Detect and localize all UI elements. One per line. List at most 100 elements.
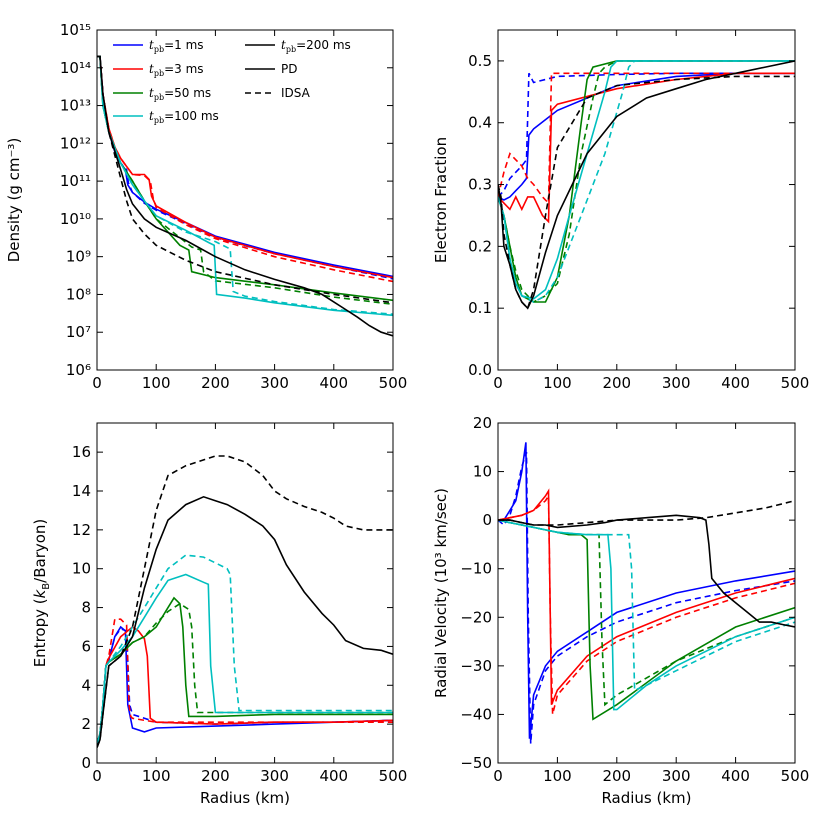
- series-line-t-pb-200-ms-idsa: [498, 75, 795, 310]
- x-tick-label: 300: [260, 767, 289, 785]
- series-line-t-pb-100-ms-idsa: [498, 60, 795, 303]
- y-tick-label: 10⁷: [66, 323, 91, 341]
- y-tick-label: −10: [460, 560, 492, 578]
- density-panel: 0 100 200 300 400 500 10⁶ 10⁷ 10⁸ 10⁹ 10¹⁰ 10¹¹ 10¹²…: [5, 21, 407, 392]
- series-line-t-pb-50-ms-pd: [498, 519, 795, 721]
- y-tick-label: 10: [473, 463, 492, 481]
- y-tick-label: 10¹⁴: [60, 59, 91, 77]
- plot-frame: [96, 29, 394, 371]
- x-tick-label: 500: [379, 767, 408, 785]
- series-line-t-pb-100-ms-idsa: [97, 55, 393, 315]
- y-tick-label: 0.3: [468, 176, 492, 194]
- series-line-t-pb-200-ms-idsa: [97, 455, 393, 748]
- y-axis-label: Electron Fraction: [432, 137, 450, 263]
- x-tick-label: 500: [781, 374, 810, 392]
- x-tick-label: 300: [260, 374, 289, 392]
- y-tick-label: 0.4: [468, 114, 492, 132]
- x-tick-label: 200: [201, 767, 230, 785]
- x-tick-label: 400: [721, 374, 750, 392]
- x-tick-label: 100: [142, 374, 171, 392]
- series-line-t-pb-3-ms-pd: [97, 626, 393, 744]
- x-tick-label: 0: [92, 767, 102, 785]
- x-tick-label: 400: [721, 767, 750, 785]
- y-tick-label: 10⁹: [66, 248, 91, 266]
- y-tick-label: 10⁶: [66, 361, 91, 379]
- series-line-t-pb-1-ms-idsa: [498, 451, 795, 744]
- series-line-t-pb-200-ms-pd: [498, 514, 795, 628]
- x-tick-label: 200: [602, 374, 631, 392]
- series-line-t-pb-1-ms-pd: [498, 442, 795, 739]
- y-axis-label: Density (g cm⁻³): [5, 138, 23, 263]
- legend: tpb=1 ms tpb=3 ms tpb=50 ms tpb=100 ms tpb=2…: [113, 38, 351, 125]
- y-tick-label: 0.1: [468, 299, 492, 317]
- legend-label: PD: [281, 62, 297, 76]
- y-tick-label: 10¹⁵: [60, 21, 91, 39]
- x-tick-label: 400: [319, 374, 348, 392]
- x-tick-label: 400: [319, 767, 348, 785]
- y-tick-label: 14: [72, 482, 91, 500]
- y-tick-label: −40: [460, 705, 492, 723]
- y-tick-label: −20: [460, 608, 492, 626]
- y-tick-label: 0.2: [468, 237, 492, 255]
- y-axis-label: Entropy (kB/Baryon): [31, 519, 52, 668]
- x-tick-label: 100: [142, 767, 171, 785]
- series-group: [97, 455, 393, 748]
- x-tick-label: 500: [379, 374, 408, 392]
- series-line-t-pb-50-ms-idsa: [498, 60, 795, 303]
- x-tick-label: 0: [92, 374, 102, 392]
- legend-label: tpb=100 ms: [149, 109, 219, 125]
- y-tick-label: 12: [72, 521, 91, 539]
- x-tick-label: 100: [543, 374, 572, 392]
- series-line-t-pb-100-ms-idsa: [97, 554, 393, 744]
- x-tick-label: 100: [543, 767, 572, 785]
- y-tick-label: 10¹³: [60, 97, 91, 115]
- x-axis-label: Radius (km): [601, 789, 691, 807]
- y-tick-label: 6: [81, 637, 91, 655]
- series-group: [498, 442, 795, 744]
- series-line-t-pb-200-ms-idsa: [498, 499, 795, 526]
- y-tick-label: 10: [72, 560, 91, 578]
- series-line-t-pb-3-ms-idsa: [498, 493, 795, 715]
- series-line-t-pb-100-ms-idsa: [498, 519, 795, 692]
- x-tick-label: 500: [781, 767, 810, 785]
- y-tick-label: 10¹²: [60, 134, 91, 152]
- y-tick-label: 0.0: [468, 361, 492, 379]
- y-tick-label: 10¹⁰: [60, 210, 91, 228]
- plot-frame: [96, 422, 394, 764]
- x-tick-label: 200: [201, 374, 230, 392]
- series-line-t-pb-3-ms-idsa: [97, 55, 393, 283]
- y-tick-label: −30: [460, 657, 492, 675]
- y-tick-label: −50: [460, 754, 492, 772]
- y-tick-label: 16: [72, 443, 91, 461]
- legend-label: tpb=3 ms: [149, 62, 204, 78]
- y-tick-label: 0: [81, 754, 91, 772]
- series-group: [97, 55, 393, 337]
- series-line-t-pb-1-ms-idsa: [97, 627, 393, 744]
- legend-label: IDSA: [281, 86, 311, 100]
- x-tick-label: 0: [493, 767, 503, 785]
- series-line-t-pb-200-ms-idsa: [97, 55, 393, 304]
- y-tick-label: 4: [81, 676, 91, 694]
- series-line-t-pb-1-ms-pd: [97, 625, 393, 744]
- legend-label: tpb=50 ms: [149, 86, 211, 102]
- series-line-t-pb-3-ms-idsa: [498, 72, 795, 206]
- y-tick-label: 0.5: [468, 52, 492, 70]
- series-group: [498, 60, 795, 310]
- electron-fraction-panel: 0 100 200 300 400 500 0.0 0.1 0.2 0.3 0.4 0.5 Electr…: [432, 29, 810, 392]
- y-tick-label: 10⁸: [66, 285, 91, 303]
- y-tick-label: 2: [81, 715, 91, 733]
- legend-label: tpb=1 ms: [149, 38, 204, 54]
- series-line-t-pb-200-ms-pd: [498, 60, 795, 310]
- y-tick-label: 20: [473, 414, 492, 432]
- y-axis-label: Radial Velocity (10³ km/sec): [432, 488, 450, 698]
- x-axis-label: Radius (km): [200, 789, 290, 807]
- x-tick-label: 300: [662, 374, 691, 392]
- series-line-t-pb-1-ms-pd: [97, 55, 393, 278]
- series-line-t-pb-1-ms-pd: [498, 72, 795, 201]
- y-tick-label: 8: [81, 599, 91, 617]
- plot-frame: [497, 422, 796, 764]
- series-line-t-pb-50-ms-idsa: [97, 602, 393, 744]
- plot-frame: [497, 29, 796, 371]
- x-tick-label: 200: [602, 767, 631, 785]
